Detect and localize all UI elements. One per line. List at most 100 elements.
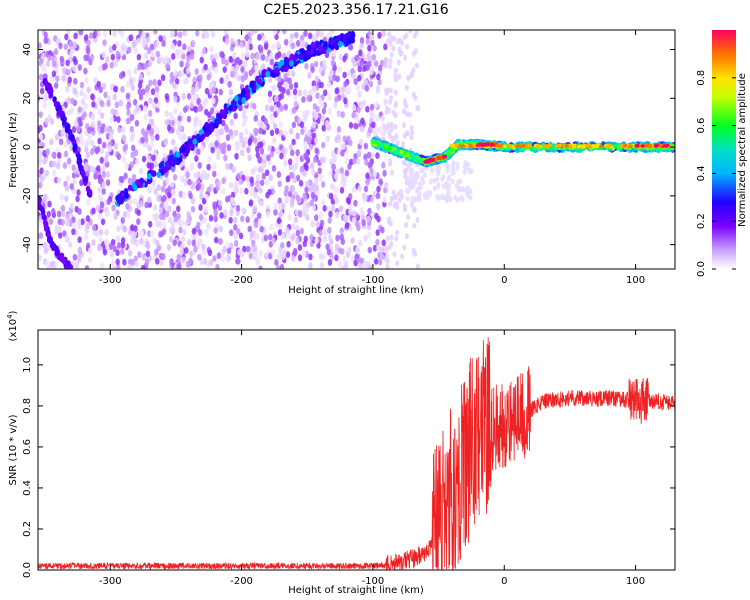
noise-blob [458, 178, 463, 185]
noise-blob [57, 218, 62, 226]
noise-blob [211, 97, 216, 105]
noise-blob [277, 76, 282, 83]
track-blob [64, 126, 70, 133]
noise-blob [227, 80, 232, 88]
noise-blob [387, 31, 392, 38]
noise-blob [193, 171, 198, 179]
noise-blob [90, 93, 95, 101]
noise-blob [249, 230, 255, 238]
track-blob [56, 109, 62, 116]
noise-blob [173, 215, 179, 223]
noise-blob [404, 167, 409, 174]
noise-blob [350, 255, 356, 263]
noise-blob [136, 218, 141, 226]
noise-blob [210, 30, 216, 38]
noise-blob [267, 188, 272, 196]
noise-blob [130, 131, 136, 139]
noise-blob [219, 77, 224, 85]
track-blob [208, 123, 214, 131]
noise-blob [99, 147, 105, 155]
noise-blob [116, 242, 122, 249]
noise-blob [355, 158, 361, 165]
track-blob [527, 143, 532, 148]
noise-blob [414, 62, 419, 69]
noise-blob [388, 40, 393, 47]
noise-blob [193, 245, 198, 253]
noise-blob [233, 58, 239, 65]
noise-blob [78, 30, 84, 36]
noise-blob [362, 54, 368, 62]
noise-blob [167, 216, 173, 224]
noise-blob [205, 31, 210, 39]
noise-blob [225, 255, 230, 262]
noise-blob [97, 108, 102, 116]
noise-blob [115, 50, 120, 58]
noise-blob [120, 126, 126, 134]
noise-blob [143, 62, 148, 70]
noise-blob [303, 90, 309, 98]
noise-blob [317, 97, 323, 105]
noise-blob [265, 211, 270, 218]
noise-blob [97, 137, 102, 145]
noise-blob [91, 101, 96, 108]
noise-blob [280, 232, 286, 240]
noise-blob [383, 43, 388, 51]
noise-blob [243, 60, 248, 68]
noise-blob [256, 135, 262, 143]
noise-blob [189, 101, 194, 109]
noise-blob [75, 195, 80, 203]
noise-blob [244, 128, 249, 136]
noise-blob [369, 109, 374, 117]
noise-blob [346, 135, 351, 143]
noise-blob [190, 183, 196, 190]
track-blob [398, 149, 404, 155]
noise-blob [389, 234, 394, 241]
noise-blob [73, 58, 78, 66]
noise-blob [77, 208, 82, 215]
noise-blob [59, 193, 65, 201]
noise-blob [146, 155, 151, 162]
noise-blob [415, 263, 420, 269]
noise-blob [256, 196, 262, 204]
noise-blob [112, 93, 117, 101]
noise-blob [176, 263, 181, 269]
noise-blob [73, 32, 78, 40]
noise-blob [138, 93, 144, 101]
noise-blob [89, 53, 95, 61]
noise-blob [336, 133, 341, 141]
noise-blob [335, 75, 340, 83]
noise-blob [297, 254, 303, 262]
noise-blob [273, 95, 279, 103]
noise-blob [384, 87, 389, 94]
noise-blob [384, 108, 389, 115]
noise-blob [195, 30, 200, 37]
noise-blob [306, 95, 311, 102]
noise-blob [42, 193, 48, 201]
noise-blob [79, 81, 85, 89]
noise-blob [143, 131, 148, 139]
noise-blob [155, 126, 160, 134]
noise-blob [46, 210, 51, 218]
noise-blob [102, 30, 108, 38]
noise-blob [208, 214, 214, 222]
noise-blob [138, 231, 144, 239]
noise-blob [171, 53, 176, 60]
colorbar-gradient [712, 30, 736, 269]
noise-blob [136, 37, 141, 45]
noise-blob [43, 31, 48, 39]
noise-blob [241, 120, 247, 128]
noise-blob [413, 173, 418, 180]
track-blob [658, 143, 663, 148]
noise-blob [69, 50, 74, 58]
noise-blob [243, 71, 249, 78]
noise-blob [171, 197, 176, 205]
noise-blob [77, 246, 83, 254]
noise-blob [109, 251, 115, 258]
noise-blob [88, 247, 93, 255]
noise-blob [400, 141, 405, 148]
noise-blob [233, 240, 239, 247]
noise-blob [123, 45, 128, 53]
noise-blob [230, 38, 235, 45]
noise-blob [188, 192, 193, 200]
